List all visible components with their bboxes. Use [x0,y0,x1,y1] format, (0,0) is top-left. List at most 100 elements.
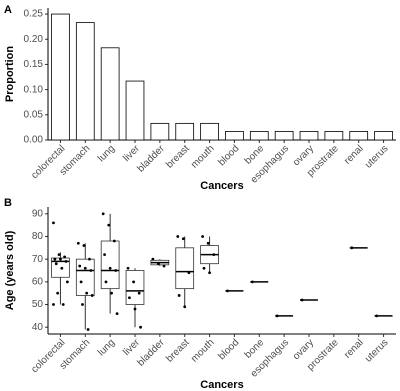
point [108,266,112,270]
bar [150,122,170,141]
x-tick-label: liver [121,143,142,164]
x-tick-label: blood [216,337,241,362]
y-tick-label: 60 [32,276,44,287]
point [103,253,106,257]
point [52,303,55,306]
x-tick-label: uterus [363,143,390,170]
point [183,305,187,309]
y-tick-label: 50 [32,299,44,310]
panel-label: B [4,197,12,209]
x-tick-label: liver [121,337,142,358]
point [176,235,180,238]
point [128,296,131,300]
point [101,212,105,216]
point [89,269,93,272]
point [86,328,90,331]
point [137,291,141,295]
point [83,266,87,270]
point [107,223,111,227]
point [78,264,82,268]
point [132,280,136,284]
point [206,241,210,245]
point [162,264,166,268]
y-tick-label: 0.20 [24,34,44,45]
point [90,294,94,297]
bar [324,131,344,141]
point [59,257,62,261]
point [114,269,118,272]
bar [200,122,219,141]
x-tick-label: lung [96,143,117,164]
bar [374,131,393,141]
point [126,266,130,270]
point [350,246,354,250]
point [115,312,119,315]
bar [274,131,294,141]
point [112,239,116,243]
point [375,314,379,318]
x-axis-label: Cancers [200,379,243,391]
bar [75,22,95,141]
point [300,298,304,302]
point [56,291,60,295]
x-axis-label: Cancers [200,180,243,192]
point [275,314,279,318]
point [81,303,84,306]
bar [349,131,369,141]
point [110,291,113,295]
point [54,262,58,266]
bar [225,131,244,141]
y-tick-label: 0.15 [24,59,44,70]
point [52,221,55,225]
x-tick-label: colorectal [29,337,67,375]
point [76,241,80,245]
y-tick-label: 0.10 [24,84,44,95]
point [187,271,191,275]
point [226,289,229,293]
point [133,307,137,311]
point [57,253,61,257]
point [151,257,155,261]
box [125,270,145,305]
x-tick-label: breast [164,143,192,171]
y-tick-label: 0.25 [24,9,44,20]
point [65,280,69,284]
y-axis-label: Age (years old) [4,230,16,310]
point [181,237,185,241]
x-tick-label: breast [164,337,192,365]
bar [299,131,319,141]
point [79,280,83,284]
point [157,262,160,266]
bar [175,122,195,141]
point [201,235,205,238]
x-tick-label: uterus [363,337,390,364]
point [60,266,64,270]
y-tick-label: 0.00 [24,135,44,146]
bar [51,13,70,141]
point [139,325,142,329]
point [63,255,67,259]
x-tick-label: mouth [189,143,216,170]
box [75,258,95,296]
point [85,291,89,295]
bar [249,131,269,141]
x-tick-label: blood [216,143,241,168]
y-tick-label: 80 [32,231,44,242]
point [212,253,216,257]
y-tick-label: 70 [32,254,44,265]
point [250,280,254,284]
point [202,266,206,270]
y-tick-label: 0.05 [24,109,44,120]
y-axis-label: Proportion [4,46,16,102]
point [88,257,91,261]
box [175,247,195,290]
bar [100,47,120,141]
point [177,294,181,297]
y-tick-label: 40 [32,322,44,333]
x-tick-label: colorectal [29,143,67,181]
point [61,303,65,306]
y-tick-label: 90 [32,208,44,219]
bar [125,80,145,141]
panel-label: A [4,4,12,16]
